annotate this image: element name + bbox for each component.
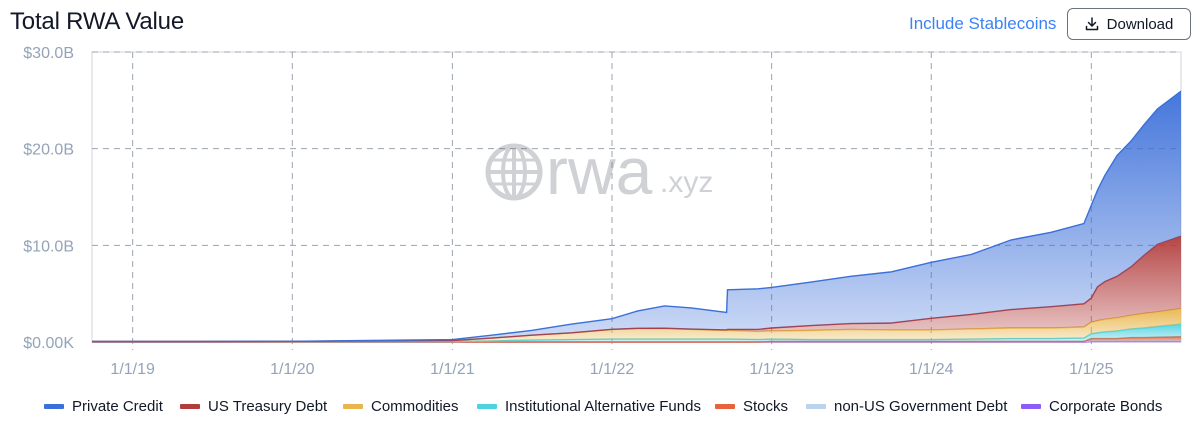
area-private-credit — [92, 91, 1181, 342]
legend-item-corporate-bonds[interactable]: Corporate Bonds — [1021, 398, 1162, 415]
svg-text:rwa: rwa — [546, 134, 653, 208]
legend-item-stocks[interactable]: Stocks — [715, 398, 788, 415]
legend-swatch — [806, 404, 826, 409]
legend-label: US Treasury Debt — [208, 398, 328, 415]
x-tick-label: 1/1/22 — [590, 361, 635, 378]
legend-item-us-treasury-debt[interactable]: US Treasury Debt — [180, 398, 327, 415]
y-tick-label: $20.0B — [23, 142, 74, 159]
legend-item-commodities[interactable]: Commodities — [343, 398, 459, 415]
area-commodities — [92, 308, 1181, 342]
rwa-watermark: rwa .xyz — [485, 134, 713, 208]
y-tick-label: $10.0B — [23, 238, 74, 255]
legend-swatch — [477, 404, 497, 409]
area-institutional-alternative-funds — [92, 324, 1181, 342]
x-tick-label: 1/1/23 — [749, 361, 794, 378]
legend-swatch — [715, 404, 735, 409]
chart-title: Total RWA Value — [10, 8, 184, 35]
x-tick-label: 1/1/24 — [909, 361, 954, 378]
legend-label: non-US Government Debt — [834, 398, 1008, 415]
include-stablecoins-toggle[interactable]: Include Stablecoins — [909, 14, 1057, 33]
legend-label: Institutional Alternative Funds — [505, 398, 701, 415]
legend-swatch — [180, 404, 200, 409]
y-tick-label: $0.00K — [23, 335, 74, 352]
area-chart: $0.00K $10.0B $20.0B $30.0B 1/1/19 1/1/20 1/1/… — [23, 45, 1182, 378]
legend-item-institutional-alternative-funds[interactable]: Institutional Alternative Funds — [477, 398, 701, 415]
download-icon — [1085, 17, 1099, 31]
legend-swatch — [44, 404, 64, 409]
download-label: Download — [1106, 15, 1174, 33]
legend-swatch — [343, 404, 363, 409]
x-tick-label: 1/1/21 — [430, 361, 475, 378]
legend-label: Private Credit — [72, 398, 163, 415]
svg-text:.xyz: .xyz — [660, 166, 713, 199]
legend-label: Commodities — [371, 398, 459, 415]
legend-label: Stocks — [743, 398, 789, 415]
line-private-credit — [92, 90, 1182, 343]
x-tick-label: 1/1/19 — [110, 361, 155, 378]
legend-item-non-us-government-debt[interactable]: non-US Government Debt — [806, 398, 1007, 415]
y-tick-label: $30.0B — [23, 45, 74, 62]
chart-legend: Private Credit US Treasury Debt Commoditie… — [0, 398, 1200, 420]
legend-item-private-credit[interactable]: Private Credit — [44, 398, 163, 415]
legend-label: Corporate Bonds — [1049, 398, 1163, 415]
legend-swatch — [1021, 404, 1041, 409]
x-tick-label: 1/1/25 — [1069, 361, 1114, 378]
download-button[interactable]: Download — [1067, 8, 1191, 40]
x-tick-label: 1/1/20 — [270, 361, 315, 378]
